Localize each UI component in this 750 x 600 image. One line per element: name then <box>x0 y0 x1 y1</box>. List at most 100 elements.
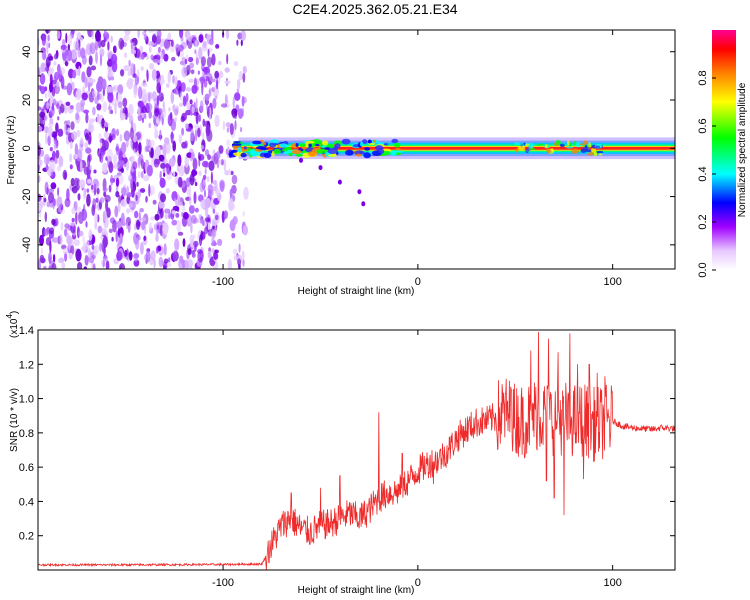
noise-speckle <box>166 262 172 267</box>
noise-speckle <box>194 129 198 142</box>
tone-blob <box>262 142 267 146</box>
noise-speckle <box>190 128 195 142</box>
noise-speckle <box>132 161 138 170</box>
tone-blob <box>598 152 603 156</box>
noise-speckle <box>129 127 134 140</box>
noise-speckle <box>233 61 239 67</box>
noise-speckle <box>237 258 242 266</box>
noise-speckle <box>212 179 216 186</box>
noise-speckle <box>146 69 149 82</box>
y-tick-label: 0.4 <box>19 496 34 508</box>
noise-speckle <box>39 211 42 218</box>
noise-speckle <box>75 248 82 262</box>
noise-speckle <box>167 71 171 84</box>
noise-speckle <box>43 265 47 269</box>
noise-speckle <box>162 143 167 157</box>
tone-blob <box>308 142 312 148</box>
noise-speckle <box>38 68 41 77</box>
noise-speckle <box>47 125 53 138</box>
noise-speckle <box>39 234 44 246</box>
noise-speckle <box>112 45 117 54</box>
noise-speckle <box>76 32 82 39</box>
noise-speckle <box>60 222 64 231</box>
noise-speckle <box>57 187 60 197</box>
noise-speckle <box>75 102 82 113</box>
noise-speckle <box>85 112 89 124</box>
noise-speckle <box>57 199 62 205</box>
noise-speckle <box>242 210 245 217</box>
noise-speckle <box>46 156 50 163</box>
tone-blob <box>591 147 597 153</box>
noise-speckle <box>130 178 133 190</box>
noise-speckle <box>210 204 217 209</box>
noise-speckle <box>135 194 138 202</box>
tone-blob <box>312 139 322 145</box>
noise-speckle <box>216 78 219 90</box>
noise-speckle <box>86 193 91 207</box>
noise-speckle <box>38 175 41 183</box>
noise-speckle <box>208 189 214 197</box>
tone-blob <box>294 153 304 157</box>
noise-speckle <box>73 239 80 247</box>
noise-speckle <box>86 188 90 193</box>
noise-speckle <box>179 30 184 39</box>
noise-speckle <box>100 228 107 236</box>
noise-speckle <box>151 34 157 44</box>
noise-speckle <box>99 48 105 57</box>
noise-speckle <box>224 80 231 85</box>
noise-speckle <box>91 184 94 190</box>
noise-speckle <box>163 39 170 49</box>
noise-speckle <box>49 147 53 152</box>
tone-blob <box>362 139 368 145</box>
noise-speckle <box>76 41 80 51</box>
noise-speckle <box>202 131 205 141</box>
noise-speckle <box>198 34 204 43</box>
noise-speckle <box>70 245 75 256</box>
spectrogram-frame <box>37 29 676 270</box>
tone-blob <box>321 140 329 146</box>
y-tick-label: 0.8 <box>19 428 34 440</box>
noise-speckle <box>155 70 161 79</box>
noise-speckle <box>56 81 60 87</box>
noise-speckle <box>197 250 204 263</box>
noise-speckle <box>100 155 104 164</box>
noise-speckle <box>172 75 175 84</box>
noise-speckle <box>168 157 176 167</box>
noise-speckle <box>211 87 215 93</box>
noise-speckle <box>81 210 88 220</box>
noise-speckle <box>181 211 184 218</box>
noise-speckle <box>96 114 102 124</box>
noise-speckle <box>99 242 102 252</box>
noise-speckle <box>94 245 99 254</box>
snr-frame <box>37 329 676 571</box>
noise-speckle <box>143 33 148 41</box>
noise-speckle <box>233 254 240 261</box>
spectrogram-image <box>38 30 675 269</box>
noise-speckle <box>83 166 89 175</box>
noise-speckle <box>105 260 110 269</box>
noise-speckle <box>51 150 56 162</box>
noise-speckle <box>127 71 132 77</box>
noise-speckle <box>116 250 123 262</box>
noise-speckle <box>126 78 134 90</box>
noise-speckle <box>215 95 218 100</box>
colorbar: 0.0 0.2 0.4 0.6 0.8 Normalized spectral ampl… <box>697 30 748 278</box>
noise-speckle <box>70 121 75 131</box>
x-tick-label: 100 <box>603 577 621 589</box>
noise-speckle <box>116 220 122 229</box>
noise-speckle <box>150 147 154 159</box>
noise-speckle <box>137 159 141 169</box>
noise-speckle <box>195 97 198 110</box>
noise-speckle <box>86 240 90 249</box>
tone-blob <box>263 152 272 158</box>
noise-speckle <box>213 249 219 254</box>
noise-speckle <box>115 143 120 156</box>
noise-speckle <box>84 141 89 149</box>
noise-speckle <box>171 210 176 215</box>
noise-speckle <box>106 207 111 218</box>
noise-speckle <box>120 212 125 226</box>
noise-speckle <box>90 251 95 256</box>
noise-speckle <box>111 60 118 73</box>
tone-blob <box>574 140 577 146</box>
noise-speckle <box>70 30 75 35</box>
